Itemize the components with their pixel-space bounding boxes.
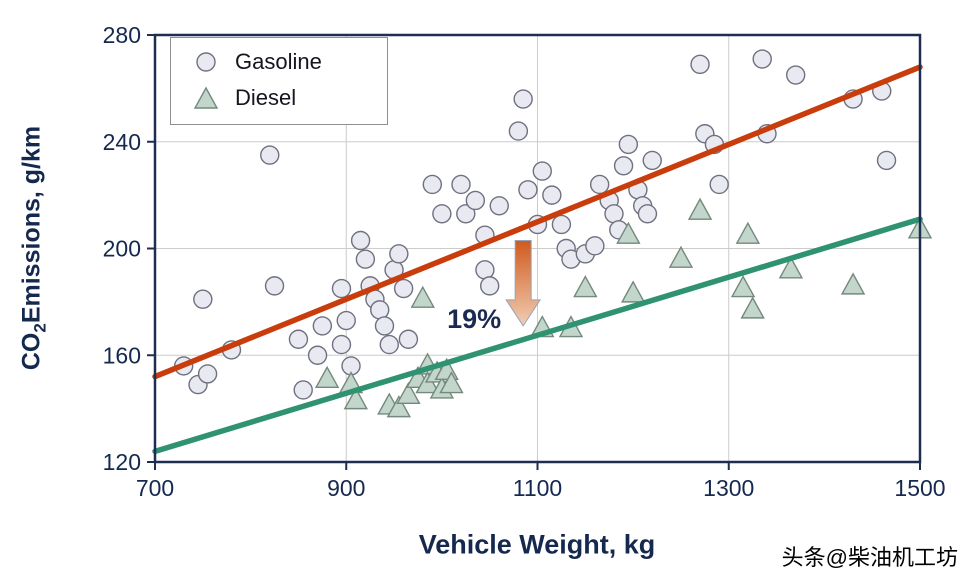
- svg-text:120: 120: [103, 449, 141, 475]
- svg-text:700: 700: [136, 475, 174, 501]
- legend: Gasoline Diesel: [170, 37, 388, 125]
- y-axis-title-rest: Emissions, g/km: [17, 125, 46, 324]
- svg-text:280: 280: [103, 22, 141, 48]
- diesel-marker-icon: [193, 86, 219, 109]
- svg-text:19%: 19%: [447, 304, 501, 334]
- y-axis-title: CO2Emissions, g/km: [18, 126, 51, 370]
- gasoline-marker-icon: [196, 52, 216, 72]
- legend-item-diesel: Diesel: [171, 80, 387, 116]
- svg-text:200: 200: [103, 236, 141, 262]
- legend-label-gasoline: Gasoline: [235, 49, 322, 74]
- watermark: 头条@柴油机工坊: [781, 545, 958, 570]
- svg-text:160: 160: [103, 342, 141, 368]
- svg-text:1500: 1500: [894, 475, 945, 501]
- legend-label-diesel: Diesel: [235, 85, 297, 110]
- y-axis-title-subscript: 2: [30, 323, 50, 333]
- y-axis-title-prefix: CO: [17, 332, 46, 371]
- legend-item-gasoline: Gasoline: [171, 44, 387, 80]
- svg-text:900: 900: [327, 475, 365, 501]
- svg-text:1100: 1100: [513, 475, 562, 501]
- x-axis-title: Vehicle Weight, kg: [418, 529, 656, 560]
- svg-text:240: 240: [103, 129, 141, 155]
- svg-text:1300: 1300: [703, 475, 754, 501]
